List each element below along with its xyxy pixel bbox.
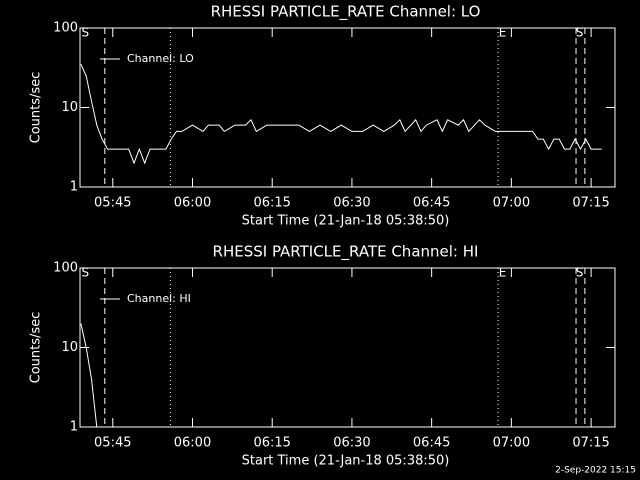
x-tick-label: 06:15	[253, 196, 290, 211]
y-tick-label: 10	[61, 340, 78, 355]
y-axis-label: Counts/sec	[29, 72, 44, 144]
x-tick-label: 05:45	[94, 196, 131, 211]
legend-label: Channel: LO	[127, 52, 194, 65]
y-tick-label: 1	[70, 180, 78, 195]
panel-title: RHESSI PARTICLE_RATE Channel: HI	[213, 243, 479, 262]
marker-label: S	[82, 26, 90, 40]
marker-label: S	[576, 26, 584, 40]
panel-title: RHESSI PARTICLE_RATE Channel: LO	[211, 3, 481, 22]
x-tick-label: 06:30	[333, 436, 370, 451]
x-tick-label: 07:00	[493, 436, 530, 451]
footer: 2-Sep-2022 15:15	[555, 466, 636, 476]
x-tick-label: 07:15	[572, 196, 609, 211]
x-tick-label: 07:15	[572, 436, 609, 451]
data-line	[80, 63, 602, 165]
y-tick-label: 10	[61, 100, 78, 115]
x-axis-label: Start Time (21-Jan-18 05:38:50)	[242, 214, 450, 229]
marker-label: E	[499, 26, 507, 40]
x-tick-label: 06:45	[413, 196, 450, 211]
marker-label: E	[499, 266, 507, 280]
x-tick-label: 06:00	[174, 196, 211, 211]
x-tick-label: 06:15	[253, 436, 290, 451]
marker-label: S	[82, 266, 90, 280]
y-tick-label: 1	[70, 420, 78, 435]
x-tick-label: 07:00	[493, 196, 530, 211]
x-tick-label: 06:00	[174, 436, 211, 451]
x-tick-label: 06:45	[413, 436, 450, 451]
y-tick-label: 100	[53, 21, 78, 36]
x-tick-label: 06:30	[333, 196, 370, 211]
x-tick-label: 05:45	[94, 436, 131, 451]
y-tick-label: 100	[53, 261, 78, 276]
legend-label: Channel: HI	[127, 292, 191, 305]
data-line	[80, 323, 98, 427]
marker-label: S	[576, 266, 584, 280]
y-axis-label: Counts/sec	[29, 312, 44, 384]
x-axis-label: Start Time (21-Jan-18 05:38:50)	[242, 454, 450, 469]
